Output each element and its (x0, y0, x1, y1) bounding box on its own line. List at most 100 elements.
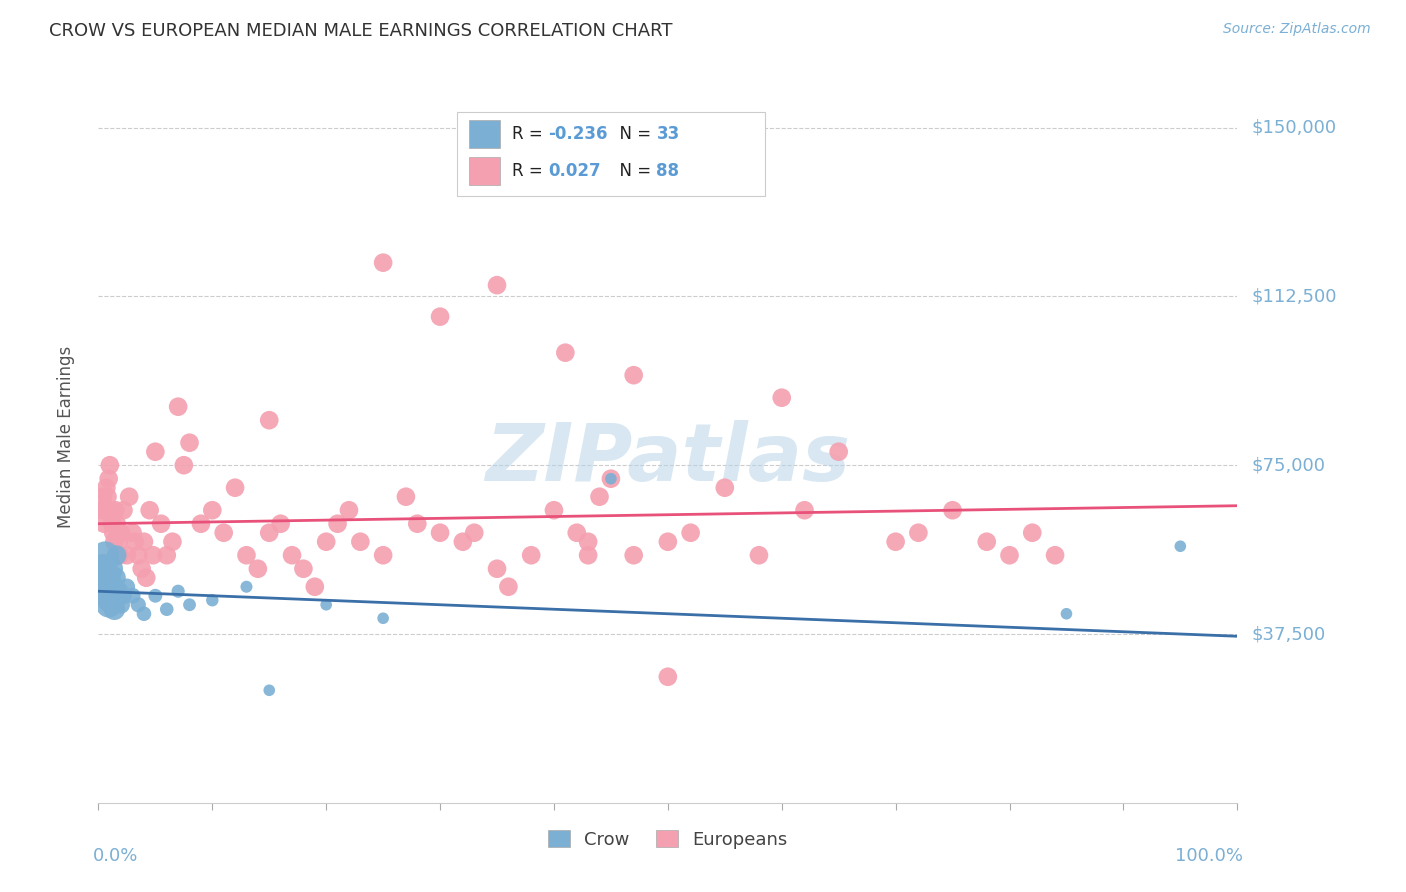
Text: 0.0%: 0.0% (93, 847, 138, 864)
Point (145, 444, 167, 458)
Point (115, 580, 138, 594)
Point (395, 490, 418, 504)
Point (93, 580, 115, 594)
Point (884, 534, 907, 549)
Point (98, 593, 121, 607)
Point (94, 503, 117, 517)
Point (679, 525, 702, 540)
Point (793, 503, 815, 517)
Text: $75,000: $75,000 (1251, 456, 1326, 475)
Text: CROW VS EUROPEAN MEDIAN MALE EARNINGS CORRELATION CHART: CROW VS EUROPEAN MEDIAN MALE EARNINGS CO… (49, 22, 672, 40)
FancyBboxPatch shape (468, 120, 501, 148)
Point (657, 534, 679, 549)
Point (112, 503, 135, 517)
Point (105, 516, 128, 531)
Point (463, 525, 485, 540)
Point (101, 580, 124, 594)
Text: R =: R = (512, 125, 548, 144)
Point (179, 598, 201, 612)
Point (101, 516, 124, 531)
Point (162, 534, 184, 549)
Point (486, 562, 509, 576)
Point (565, 525, 588, 540)
Point (156, 602, 179, 616)
Point (104, 571, 127, 585)
Point (292, 562, 315, 576)
Point (770, 391, 793, 405)
Text: Source: ZipAtlas.com: Source: ZipAtlas.com (1223, 22, 1371, 37)
Text: R =: R = (512, 161, 548, 180)
Point (371, 255, 394, 269)
Point (235, 580, 257, 594)
Point (543, 503, 565, 517)
Text: $150,000: $150,000 (1251, 119, 1336, 136)
Point (212, 525, 235, 540)
Text: 100.0%: 100.0% (1175, 847, 1243, 864)
Point (498, 580, 520, 594)
Point (173, 458, 195, 473)
Point (127, 548, 149, 562)
Point (451, 534, 474, 549)
Point (520, 548, 543, 562)
Point (124, 534, 146, 549)
Point (623, 548, 645, 562)
Point (93, 516, 115, 531)
Point (156, 548, 179, 562)
Point (576, 534, 599, 549)
Point (259, 683, 281, 698)
Point (1043, 548, 1066, 562)
Point (1021, 525, 1043, 540)
Text: $37,500: $37,500 (1251, 625, 1326, 643)
Point (94, 548, 117, 562)
Point (91, 490, 114, 504)
Point (235, 548, 257, 562)
Point (167, 584, 190, 599)
Point (600, 472, 623, 486)
Point (371, 548, 394, 562)
Point (224, 481, 246, 495)
Text: $112,500: $112,500 (1251, 287, 1337, 305)
Point (110, 598, 132, 612)
Point (259, 413, 281, 427)
Point (108, 584, 131, 599)
Point (127, 598, 149, 612)
Point (103, 534, 125, 549)
Point (108, 548, 131, 562)
Point (1170, 539, 1192, 553)
Point (281, 548, 304, 562)
Legend: Crow, Europeans: Crow, Europeans (541, 823, 794, 856)
Point (600, 472, 623, 486)
Point (97, 598, 120, 612)
Point (246, 562, 269, 576)
Point (623, 368, 645, 383)
Point (91, 562, 114, 576)
Point (132, 534, 155, 549)
Point (304, 580, 326, 594)
Point (90, 571, 112, 585)
Point (145, 589, 167, 603)
Point (337, 503, 360, 517)
Point (131, 562, 153, 576)
Point (588, 490, 610, 504)
Text: 88: 88 (657, 161, 679, 180)
Point (1054, 607, 1078, 621)
Point (429, 525, 451, 540)
Point (112, 589, 135, 603)
Point (97, 472, 120, 486)
Point (486, 278, 509, 293)
Text: ZIPatlas: ZIPatlas (485, 420, 851, 498)
Point (167, 400, 190, 414)
Point (406, 516, 429, 531)
Point (142, 548, 165, 562)
Point (201, 503, 224, 517)
Point (998, 548, 1021, 562)
Point (190, 516, 212, 531)
Point (150, 516, 173, 531)
Point (315, 534, 337, 549)
Point (107, 525, 129, 540)
Point (98, 458, 121, 473)
Point (657, 670, 679, 684)
Point (103, 525, 125, 540)
Point (96, 584, 118, 599)
Point (349, 534, 371, 549)
